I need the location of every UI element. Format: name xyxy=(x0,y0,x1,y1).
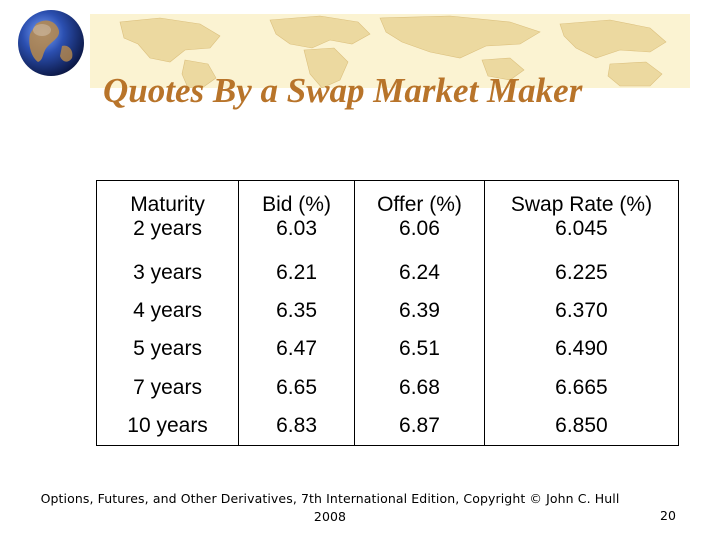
swap-quotes-table: Maturity Bid (%) Offer (%) Swap Rate (%)… xyxy=(95,180,680,446)
maturity-cell: 7 years xyxy=(95,368,240,407)
table-row: 10 years 6.83 6.87 6.850 xyxy=(95,406,680,446)
bid-cell: 6.47 xyxy=(238,330,356,369)
table-row: 2 years 6.03 6.06 6.045 xyxy=(95,217,680,254)
bid-cell: 6.65 xyxy=(238,368,356,407)
page-number: 20 xyxy=(660,508,676,523)
table-row: 7 years 6.65 6.68 6.665 xyxy=(95,368,680,407)
bid-cell: 6.03 xyxy=(238,217,356,254)
maturity-cell: 4 years xyxy=(95,291,240,331)
offer-cell: 6.24 xyxy=(354,253,485,292)
swap-rate-cell: 6.850 xyxy=(483,406,680,446)
table-row: 4 years 6.35 6.39 6.370 xyxy=(95,291,680,331)
header-bid: Bid (%) xyxy=(238,180,356,218)
offer-cell: 6.39 xyxy=(354,291,485,331)
header-maturity: Maturity xyxy=(95,180,240,218)
swap-rate-cell: 6.370 xyxy=(483,291,680,331)
globe-icon xyxy=(14,6,88,80)
table-row: 5 years 6.47 6.51 6.490 xyxy=(95,330,680,369)
swap-rate-cell: 6.490 xyxy=(483,330,680,369)
swap-rate-cell: 6.045 xyxy=(483,217,680,254)
offer-cell: 6.06 xyxy=(354,217,485,254)
bid-cell: 6.35 xyxy=(238,291,356,331)
maturity-cell: 2 years xyxy=(95,217,240,254)
maturity-cell: 10 years xyxy=(95,406,240,446)
header-offer: Offer (%) xyxy=(354,180,485,218)
maturity-cell: 5 years xyxy=(95,330,240,369)
slide-title: Quotes By a Swap Market Maker xyxy=(103,71,583,110)
footer-year: 2008 xyxy=(313,509,347,524)
maturity-cell: 3 years xyxy=(95,253,240,292)
offer-cell: 6.68 xyxy=(354,368,485,407)
bid-cell: 6.83 xyxy=(238,406,356,446)
bid-cell: 6.21 xyxy=(238,253,356,292)
swap-rate-cell: 6.665 xyxy=(483,368,680,407)
table-row: 3 years 6.21 6.24 6.225 xyxy=(95,253,680,292)
world-map-banner xyxy=(90,14,690,88)
table-header-row: Maturity Bid (%) Offer (%) Swap Rate (%) xyxy=(95,180,680,218)
offer-cell: 6.87 xyxy=(354,406,485,446)
swap-rate-cell: 6.225 xyxy=(483,253,680,292)
offer-cell: 6.51 xyxy=(354,330,485,369)
footer-citation: Options, Futures, and Other Derivatives,… xyxy=(40,491,620,506)
header-swap-rate: Swap Rate (%) xyxy=(483,180,680,218)
slide-footer: Options, Futures, and Other Derivatives,… xyxy=(30,490,630,526)
